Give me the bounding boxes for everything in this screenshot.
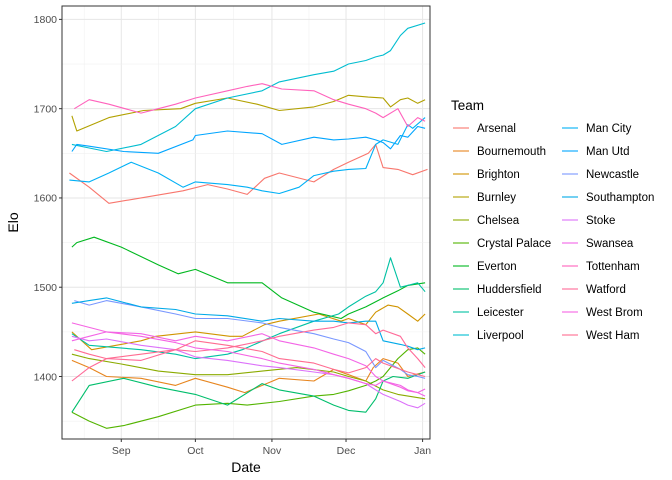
series-line-huddersfield — [71, 371, 426, 413]
y-tick-label: 1700 — [34, 103, 58, 115]
legend-title: Team — [451, 98, 484, 113]
series-line-stoke — [71, 335, 426, 409]
series-line-arsenal — [69, 143, 428, 204]
legend-label-southampton: Southampton — [586, 192, 654, 204]
legend-label-crystal-palace: Crystal Palace — [477, 238, 551, 250]
x-tick-label: Sep — [112, 445, 131, 457]
legend-label-liverpool: Liverpool — [477, 330, 524, 342]
legend-label-everton: Everton — [477, 261, 517, 273]
legend-label-man-utd: Man Utd — [586, 146, 629, 158]
panel-border — [61, 5, 431, 440]
legend-label-newcastle: Newcastle — [586, 169, 639, 181]
axes: 1400 1500 1600 1700 1800 Sep Oct Nov Dec Jan — [34, 14, 432, 457]
y-axis-title: Elo — [5, 212, 21, 232]
legend: Team Arsenal Bournemouth Brighton Burnley Ch… — [451, 98, 654, 342]
series-line-man-city — [69, 117, 426, 195]
legend-label-west-ham: West Ham — [586, 330, 639, 342]
legend-label-watford: Watford — [586, 284, 626, 296]
series-line-watford — [71, 322, 426, 382]
legend-label-tottenham: Tottenham — [586, 261, 640, 273]
series-line-swansea — [71, 331, 426, 397]
x-tick-label: Oct — [187, 445, 203, 457]
series-line-west-brom — [71, 322, 426, 394]
legend-label-huddersfield: Huddersfield — [477, 284, 542, 296]
series-line-man-utd — [71, 125, 426, 154]
series-lines — [69, 22, 428, 429]
legend-label-swansea: Swansea — [586, 238, 634, 250]
legend-label-burnley: Burnley — [477, 192, 516, 204]
legend-label-man-city: Man City — [586, 123, 632, 135]
y-tick-label: 1500 — [34, 282, 58, 294]
grid-lines — [62, 6, 430, 439]
x-tick-label: Jan — [414, 445, 431, 457]
legend-label-chelsea: Chelsea — [477, 215, 520, 227]
series-line-liverpool — [71, 22, 426, 153]
series-line-everton — [71, 236, 426, 320]
legend-label-brighton: Brighton — [477, 169, 520, 181]
legend-label-leicester: Leicester — [477, 307, 524, 319]
legend-label-arsenal: Arsenal — [477, 123, 516, 135]
series-line-leicester — [71, 257, 426, 360]
legend-label-bournemouth: Bournemouth — [477, 146, 546, 158]
legend-label-stoke: Stoke — [586, 215, 615, 227]
y-tick-label: 1800 — [34, 14, 58, 26]
series-line-southampton — [71, 297, 426, 351]
y-tick-label: 1400 — [34, 371, 58, 383]
series-line-burnley — [71, 94, 426, 132]
y-tick-label: 1600 — [34, 193, 58, 205]
legend-label-west-brom: West Brom — [586, 307, 643, 319]
x-tick-label: Dec — [337, 445, 356, 457]
series-line-west-ham — [74, 340, 426, 378]
x-axis-title: Date — [231, 459, 261, 475]
x-tick-label: Nov — [263, 445, 282, 457]
series-line-tottenham — [74, 83, 426, 128]
series-line-bournemouth — [71, 358, 426, 394]
